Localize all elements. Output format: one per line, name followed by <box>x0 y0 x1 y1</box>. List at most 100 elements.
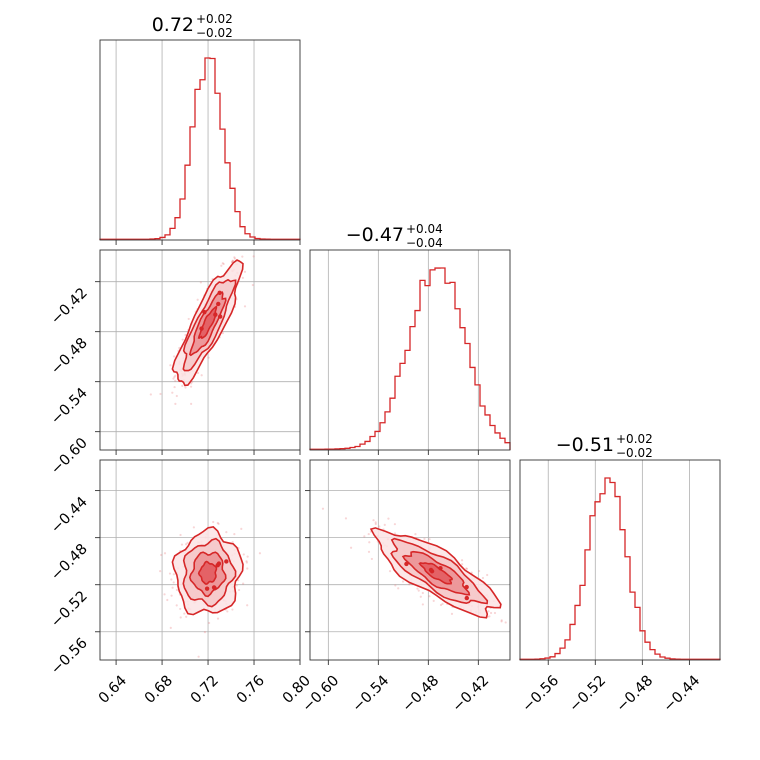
scatter-point <box>207 356 210 359</box>
scatter-point <box>461 563 464 566</box>
title-err-plus-p1: +0.02 <box>196 12 233 26</box>
scatter-point <box>163 552 167 555</box>
title-err-minus-p3: −0.02 <box>616 446 653 460</box>
scatter-point <box>225 531 228 534</box>
panel-frame-p1 <box>99 39 301 241</box>
scatter-point <box>393 523 396 526</box>
contour-core <box>202 309 207 315</box>
scatter-point <box>504 621 507 624</box>
scatter-point <box>174 402 177 406</box>
panel-frame-p3 <box>519 459 721 661</box>
scatter-point <box>252 255 255 258</box>
histogram-panel-p1: 0.72 +0.02−0.02 <box>99 12 301 241</box>
scatter-point <box>401 580 405 583</box>
scatter-point <box>189 385 193 388</box>
scatter-point <box>149 393 152 396</box>
scatter-point <box>183 612 186 615</box>
contour-core <box>224 559 229 564</box>
x-tick-label-p1: 0.76 <box>234 673 268 707</box>
scatter-panel-p1-p2 <box>99 242 301 451</box>
scatter-point <box>237 588 241 592</box>
contour-core <box>211 585 217 590</box>
scatter-point <box>515 600 517 602</box>
contour-core <box>217 290 222 296</box>
scatter-point <box>487 610 490 613</box>
y-tick-label-p2: −0.42 <box>48 285 91 328</box>
scatter-point <box>374 521 377 524</box>
scatter-point <box>172 573 175 576</box>
histogram-p1 <box>99 57 301 240</box>
scatter-point <box>179 616 182 619</box>
scatter-point <box>186 541 189 544</box>
scatter-point <box>168 572 172 575</box>
scatter-point <box>233 256 236 259</box>
scatter-point <box>432 599 435 602</box>
scatter-point <box>465 567 468 570</box>
scatter-point <box>160 553 163 557</box>
scatter-point <box>470 571 473 574</box>
scatter-point <box>378 525 381 528</box>
scatter-point <box>226 610 229 613</box>
contour-core <box>438 565 443 571</box>
scatter-point <box>159 392 162 396</box>
panel-title-p2: −0.47 <box>346 224 404 246</box>
scatter-point <box>172 377 175 380</box>
x-tick-label-p1: 0.68 <box>142 673 176 707</box>
scatter-point <box>179 607 182 611</box>
scatter-point <box>175 588 179 592</box>
scatter-point <box>514 628 516 630</box>
grid-lines <box>100 250 300 450</box>
scatter-point <box>181 384 184 387</box>
scatter-point <box>367 532 370 536</box>
scatter-point <box>439 603 443 607</box>
contour-core <box>204 586 210 591</box>
grid-p1 <box>115 40 255 240</box>
contour-0.5-sigma <box>197 305 218 340</box>
scatter-point <box>175 394 178 398</box>
contour-core <box>464 584 469 590</box>
scatter-point <box>486 573 489 577</box>
scatter-point <box>383 523 386 527</box>
scatter-point <box>367 550 371 553</box>
scatter-point <box>465 567 469 570</box>
title-err-minus-p1: −0.02 <box>196 26 233 40</box>
scatter-point <box>200 374 203 377</box>
scatter-point <box>181 338 184 341</box>
scatter-point <box>185 543 188 546</box>
scatter-point <box>196 371 200 375</box>
y-tick-label-p2: −0.60 <box>48 435 91 478</box>
scatter-point <box>450 612 454 615</box>
scatter-point <box>421 591 424 595</box>
scatter-point <box>170 594 173 597</box>
scatter-panel-p2-p3 <box>309 459 517 661</box>
title-err-plus-p3: +0.02 <box>616 432 653 446</box>
scatter-point <box>428 595 431 598</box>
scatter-point <box>251 283 254 287</box>
scatter-point <box>190 382 193 385</box>
contour-0.5-sigma <box>418 562 453 585</box>
scatter-point <box>243 270 247 273</box>
y-tick-label-p2: −0.48 <box>48 335 91 378</box>
scatter-point <box>246 604 249 607</box>
scatter-point <box>208 621 211 625</box>
panel-frame-p2 <box>309 249 511 451</box>
scatter-point <box>173 385 176 389</box>
scatter-point <box>221 262 224 265</box>
x-tick-label-p1: 0.72 <box>188 673 222 707</box>
contour-core <box>216 301 221 307</box>
scatter-point <box>217 522 220 526</box>
scatter-point <box>240 527 243 530</box>
y-tick-label-p3: −0.56 <box>48 635 91 678</box>
histogram-panel-p2: −0.47 +0.04−0.04 <box>309 222 511 451</box>
scatter-point <box>387 517 390 520</box>
scatter-point <box>478 569 481 573</box>
panel-frame <box>99 459 301 661</box>
scatter-point <box>241 242 243 244</box>
scatter-point <box>233 533 236 536</box>
scatter-point <box>408 583 411 586</box>
scatter-point <box>171 391 174 394</box>
scatter-point <box>419 595 422 598</box>
scatter-point <box>197 655 200 658</box>
scatter-point <box>393 532 397 535</box>
